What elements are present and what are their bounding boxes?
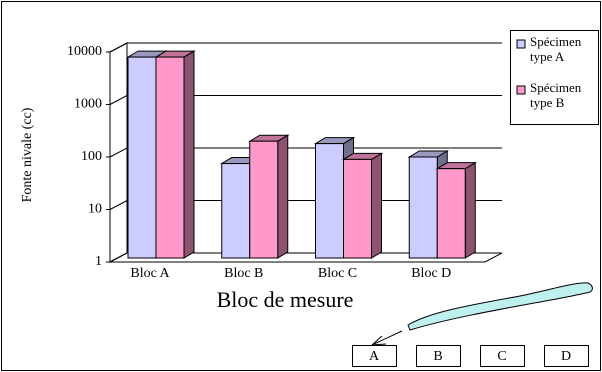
bar <box>409 157 437 258</box>
x-tick-label: Bloc B <box>224 266 263 281</box>
bar-side <box>465 163 475 258</box>
x-tick-label: Bloc C <box>318 266 357 281</box>
x-tick-label: Bloc D <box>411 266 451 281</box>
bar <box>156 57 184 258</box>
sketch-label: B <box>433 349 442 364</box>
bar <box>222 164 250 258</box>
x-tick-label: Bloc A <box>130 266 170 281</box>
bar <box>437 169 465 258</box>
y-axis-label: Fonte nivale (cc) <box>20 107 35 202</box>
sketch-label: C <box>497 349 506 364</box>
y-tick-label: 10000 <box>67 44 102 59</box>
legend-swatch <box>517 86 525 94</box>
bar <box>344 159 372 258</box>
y-tick-label: 1000 <box>74 97 102 112</box>
bar <box>128 57 156 258</box>
legend-swatch <box>517 40 525 48</box>
sketch-label: A <box>369 349 380 364</box>
x-axis-label: Bloc de mesure <box>217 287 354 312</box>
bar-side <box>278 135 288 258</box>
legend-label: Spécimen type B <box>530 80 592 110</box>
sketch-label: D <box>561 349 571 364</box>
bar <box>316 144 344 258</box>
y-tick-label: 10 <box>88 202 102 217</box>
page: Fonte nivale (cc) Bloc de mesure 1 10 100 1… <box>0 0 602 372</box>
chart: Fonte nivale (cc) Bloc de mesure 1 10 100 1… <box>0 0 602 372</box>
bar-side <box>372 153 382 258</box>
y-tick-label: 1 <box>95 254 102 269</box>
y-tick-label: 100 <box>81 149 102 164</box>
legend-label: Spécimen type A <box>530 34 592 64</box>
bar <box>250 141 278 258</box>
bar-side <box>184 51 194 258</box>
